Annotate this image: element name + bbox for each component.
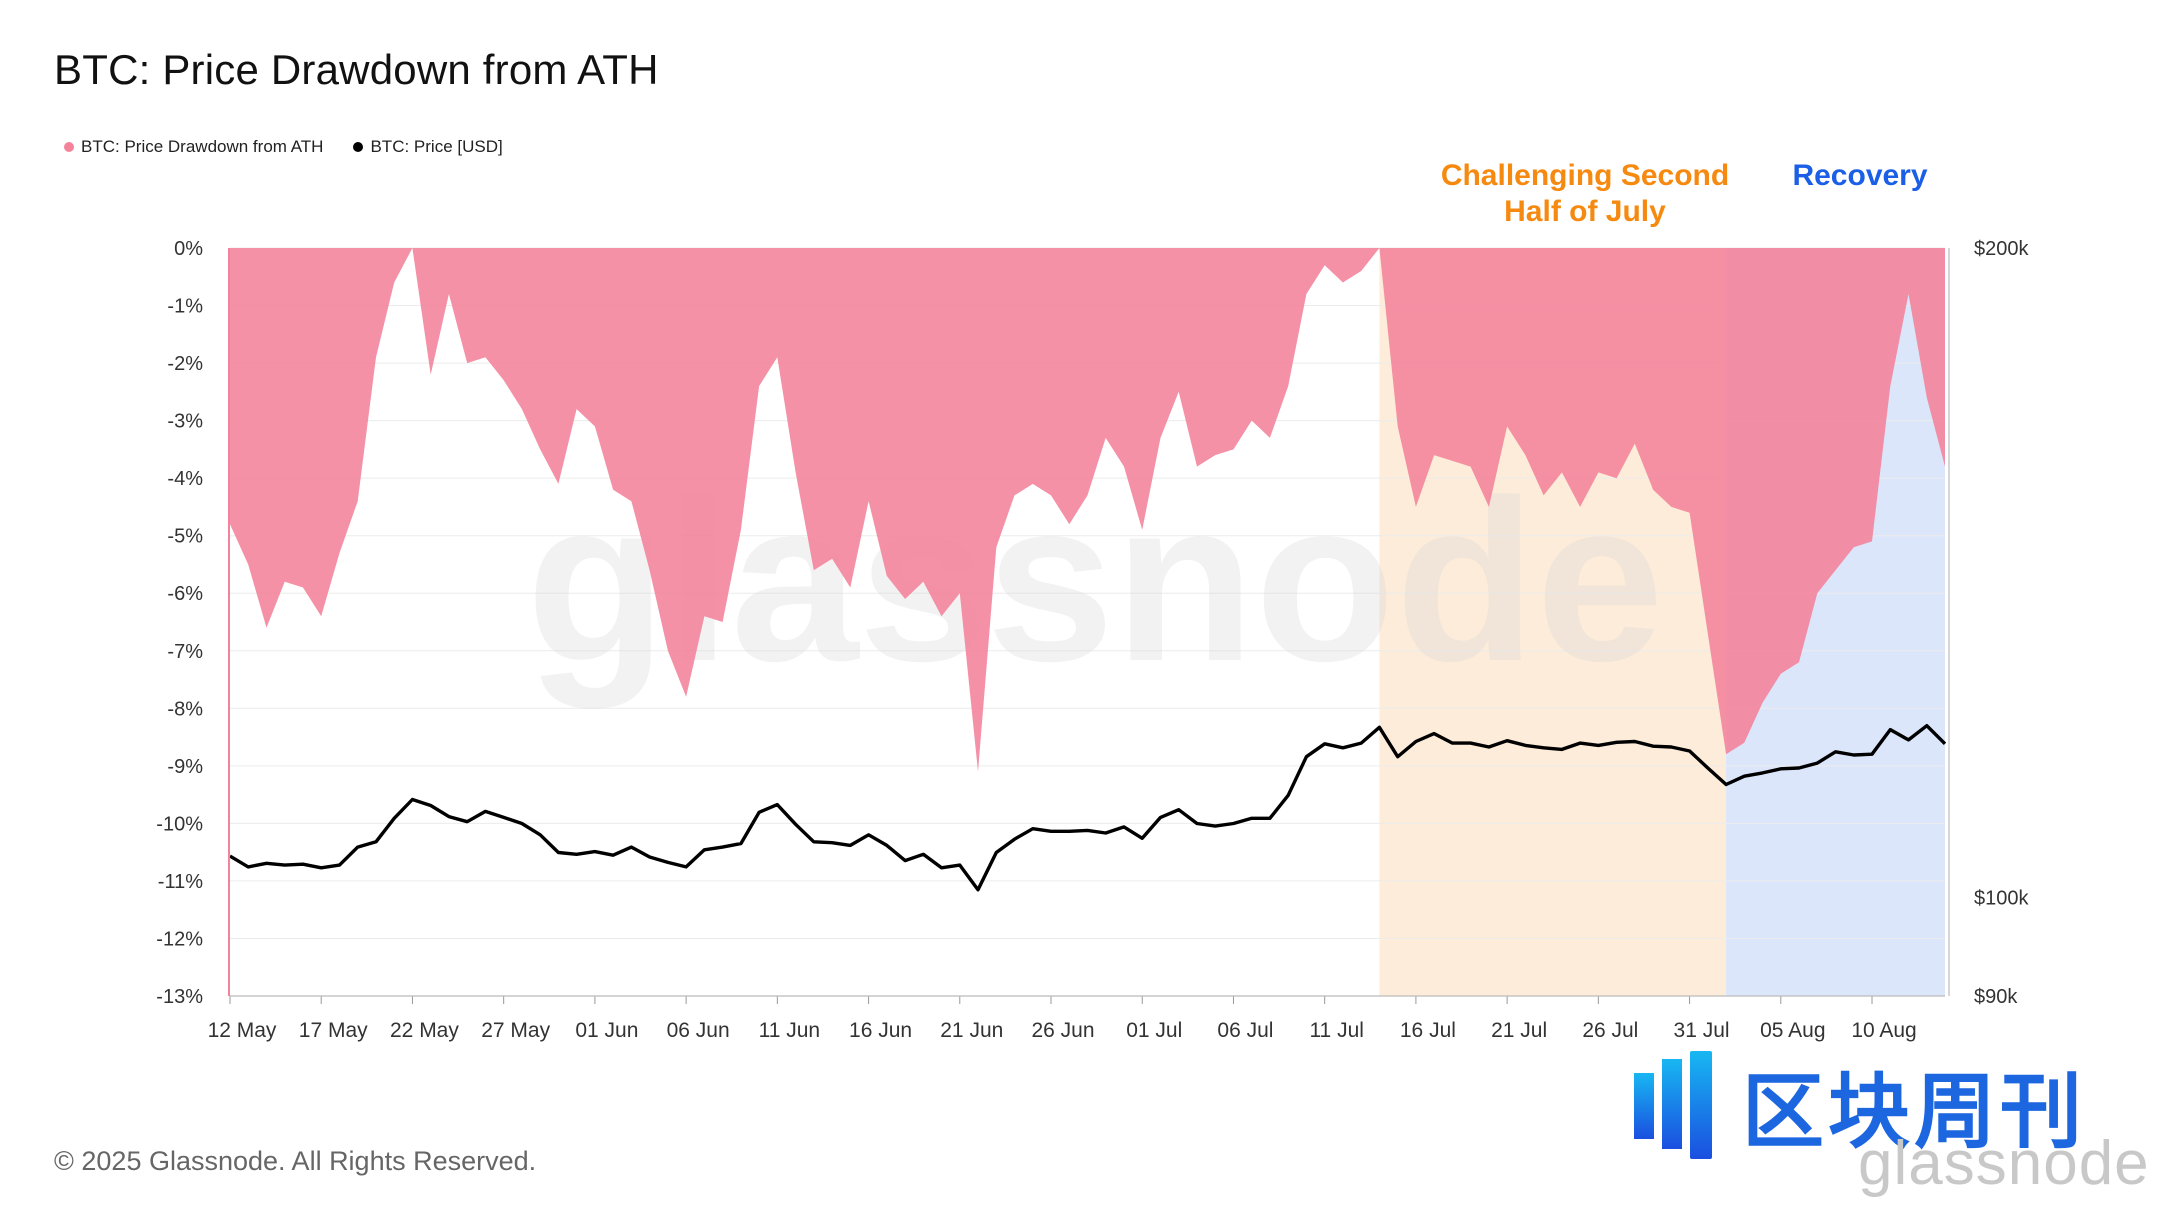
- brand-watermark: 区块周刊: [1630, 1045, 2086, 1164]
- x-tick-label: 26 Jun: [1031, 1019, 1094, 1042]
- y-left-tick-label: -6%: [167, 583, 203, 605]
- x-tick-label: 10 Aug: [1851, 1019, 1916, 1042]
- x-tick-label: 21 Jul: [1491, 1019, 1547, 1042]
- price-line: [229, 724, 1947, 892]
- annotation-challenging: Challenging Second Half of July: [1440, 159, 1730, 228]
- x-tick-label: 31 Jul: [1674, 1019, 1730, 1042]
- axes: 0% -1% -2% -3% -4% -5% -6% -7% -8% -9% -10% -11% -12…: [156, 238, 2029, 1042]
- y-left-tick-label: -1%: [167, 296, 203, 318]
- x-tick-label: 17 May: [299, 1019, 368, 1042]
- legend-swatch-drawdown: [64, 142, 74, 152]
- y-left-tick-label: -7%: [167, 641, 203, 663]
- y-left-tick-label: -4%: [167, 468, 203, 490]
- x-tick-label: 11 Jun: [759, 1019, 821, 1042]
- legend-swatch-price: [353, 142, 364, 152]
- x-tick-label: 06 Jul: [1217, 1019, 1273, 1042]
- y-right-tick-label: $90k: [1974, 986, 2018, 1008]
- x-tick-label: 11 Jul: [1309, 1019, 1363, 1042]
- x-tick-label: 12 May: [208, 1019, 277, 1042]
- legend-item-drawdown[interactable]: BTC: Price Drawdown from ATH: [64, 137, 323, 157]
- legend-item-price[interactable]: BTC: Price [USD]: [353, 137, 503, 157]
- y-left-tick-label: -11%: [158, 871, 203, 893]
- x-tick-label: 26 Jul: [1582, 1019, 1638, 1042]
- drawdown-series: [230, 248, 1945, 772]
- brand-name-cn: 区块周刊: [1742, 1065, 2087, 1160]
- x-tick-label: 16 Jul: [1400, 1019, 1456, 1042]
- y-left-tick-label: -9%: [167, 756, 203, 778]
- legend-label-drawdown: BTC: Price Drawdown from ATH: [81, 137, 324, 156]
- y-left-tick-label: -3%: [167, 411, 203, 433]
- y-left-tick-label: -10%: [156, 813, 203, 835]
- chart-title: BTC: Price Drawdown from ATH: [54, 46, 659, 93]
- x-tick-label: 01 Jul: [1126, 1019, 1182, 1042]
- y-right-tick-label: $200k: [1974, 238, 2029, 260]
- x-tick-label: 22 May: [390, 1019, 459, 1042]
- y-left-tick-label: -8%: [167, 698, 203, 720]
- blockweekly-logo-icon: [1630, 1050, 1726, 1159]
- x-tick-label: 27 May: [481, 1019, 550, 1042]
- price-series: [229, 724, 1947, 892]
- y-left-tick-label: -12%: [156, 928, 203, 950]
- legend-label-price: BTC: Price [USD]: [370, 137, 503, 156]
- x-tick-label: 01 Jun: [575, 1019, 638, 1042]
- y-right-tick-label: $100k: [1974, 887, 2029, 909]
- legend: BTC: Price Drawdown from ATH BTC: Price …: [64, 137, 503, 157]
- drawdown-area: [230, 248, 1945, 772]
- y-left-tick-label: 0%: [174, 238, 203, 260]
- annotation-recovery: Recovery: [1792, 159, 1928, 192]
- x-tick-label: 16 Jun: [849, 1019, 912, 1042]
- y-left-tick-label: -5%: [167, 526, 203, 548]
- x-tick-label: 05 Aug: [1760, 1019, 1825, 1042]
- y-left-tick-label: -13%: [156, 986, 203, 1008]
- copyright: © 2025 Glassnode. All Rights Reserved.: [54, 1146, 537, 1176]
- x-tick-label: 21 Jun: [940, 1019, 1003, 1042]
- x-tick-label: 06 Jun: [667, 1019, 730, 1042]
- brand-subtitle: glassnode: [1858, 1129, 2150, 1198]
- y-left-tick-label: -2%: [167, 353, 203, 375]
